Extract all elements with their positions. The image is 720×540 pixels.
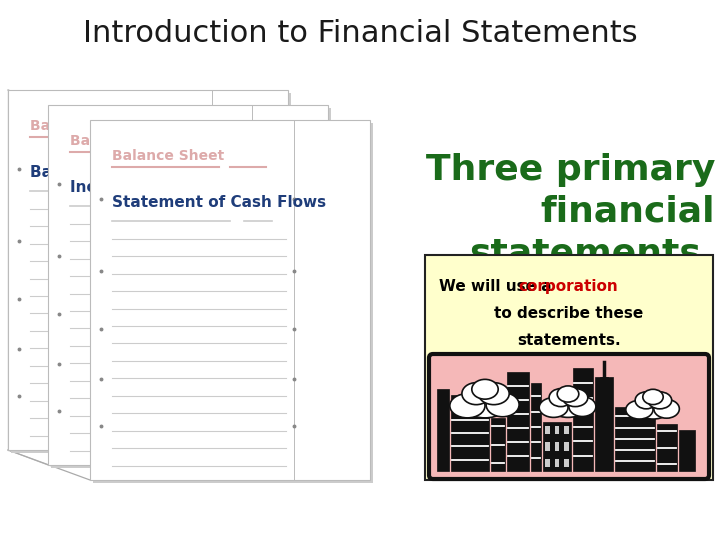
Bar xyxy=(437,389,449,471)
Ellipse shape xyxy=(626,400,653,419)
Ellipse shape xyxy=(562,389,588,407)
Ellipse shape xyxy=(462,383,490,404)
Ellipse shape xyxy=(635,392,657,409)
Ellipse shape xyxy=(486,393,519,417)
Bar xyxy=(554,458,559,467)
Ellipse shape xyxy=(539,397,568,417)
Ellipse shape xyxy=(654,400,680,418)
Ellipse shape xyxy=(478,383,509,404)
Bar xyxy=(564,442,569,450)
Text: statements.: statements. xyxy=(517,333,621,348)
Bar xyxy=(600,377,608,386)
Bar xyxy=(90,120,370,480)
Bar xyxy=(564,458,569,467)
Text: corporation: corporation xyxy=(518,279,618,294)
Bar xyxy=(595,377,613,471)
Bar xyxy=(545,458,550,467)
Bar xyxy=(451,395,489,471)
Bar xyxy=(11,93,291,453)
Bar xyxy=(679,430,695,471)
Bar xyxy=(564,426,569,434)
Bar xyxy=(615,407,655,471)
Ellipse shape xyxy=(549,389,572,407)
Bar xyxy=(491,418,505,471)
Ellipse shape xyxy=(461,387,509,418)
Text: Three primary: Three primary xyxy=(426,153,715,187)
Bar xyxy=(543,422,571,471)
Text: Statement of Cash Flows: Statement of Cash Flows xyxy=(112,195,327,210)
Text: We will use a: We will use a xyxy=(439,279,557,294)
Text: Balance Sheet: Balance Sheet xyxy=(71,134,183,148)
Bar xyxy=(425,255,713,480)
Bar xyxy=(48,105,328,465)
Text: Income Statement: Income Statement xyxy=(71,180,229,195)
Text: statements.: statements. xyxy=(469,237,715,271)
Ellipse shape xyxy=(648,392,672,409)
Text: Balance Sheet: Balance Sheet xyxy=(30,119,143,133)
Ellipse shape xyxy=(557,386,579,402)
Ellipse shape xyxy=(548,392,588,417)
Bar xyxy=(51,108,331,468)
Bar xyxy=(93,123,373,483)
Bar xyxy=(545,426,550,434)
Bar xyxy=(437,362,701,471)
Bar xyxy=(8,90,288,450)
Bar xyxy=(554,442,559,450)
Bar xyxy=(545,442,550,450)
Text: Balance Sheet: Balance Sheet xyxy=(112,149,225,163)
Ellipse shape xyxy=(472,380,498,399)
Bar xyxy=(573,368,593,471)
Text: Introduction to Financial Statements: Introduction to Financial Statements xyxy=(83,18,637,48)
Text: to describe these: to describe these xyxy=(495,306,644,321)
Ellipse shape xyxy=(569,397,596,416)
Text: financial: financial xyxy=(541,195,715,229)
Ellipse shape xyxy=(643,389,663,404)
Bar xyxy=(657,424,677,471)
Text: Balance Sheet: Balance Sheet xyxy=(30,165,153,180)
FancyBboxPatch shape xyxy=(429,354,709,479)
Ellipse shape xyxy=(450,394,485,418)
Bar xyxy=(531,383,541,471)
Ellipse shape xyxy=(634,395,672,419)
Bar xyxy=(507,372,529,471)
Bar xyxy=(554,426,559,434)
